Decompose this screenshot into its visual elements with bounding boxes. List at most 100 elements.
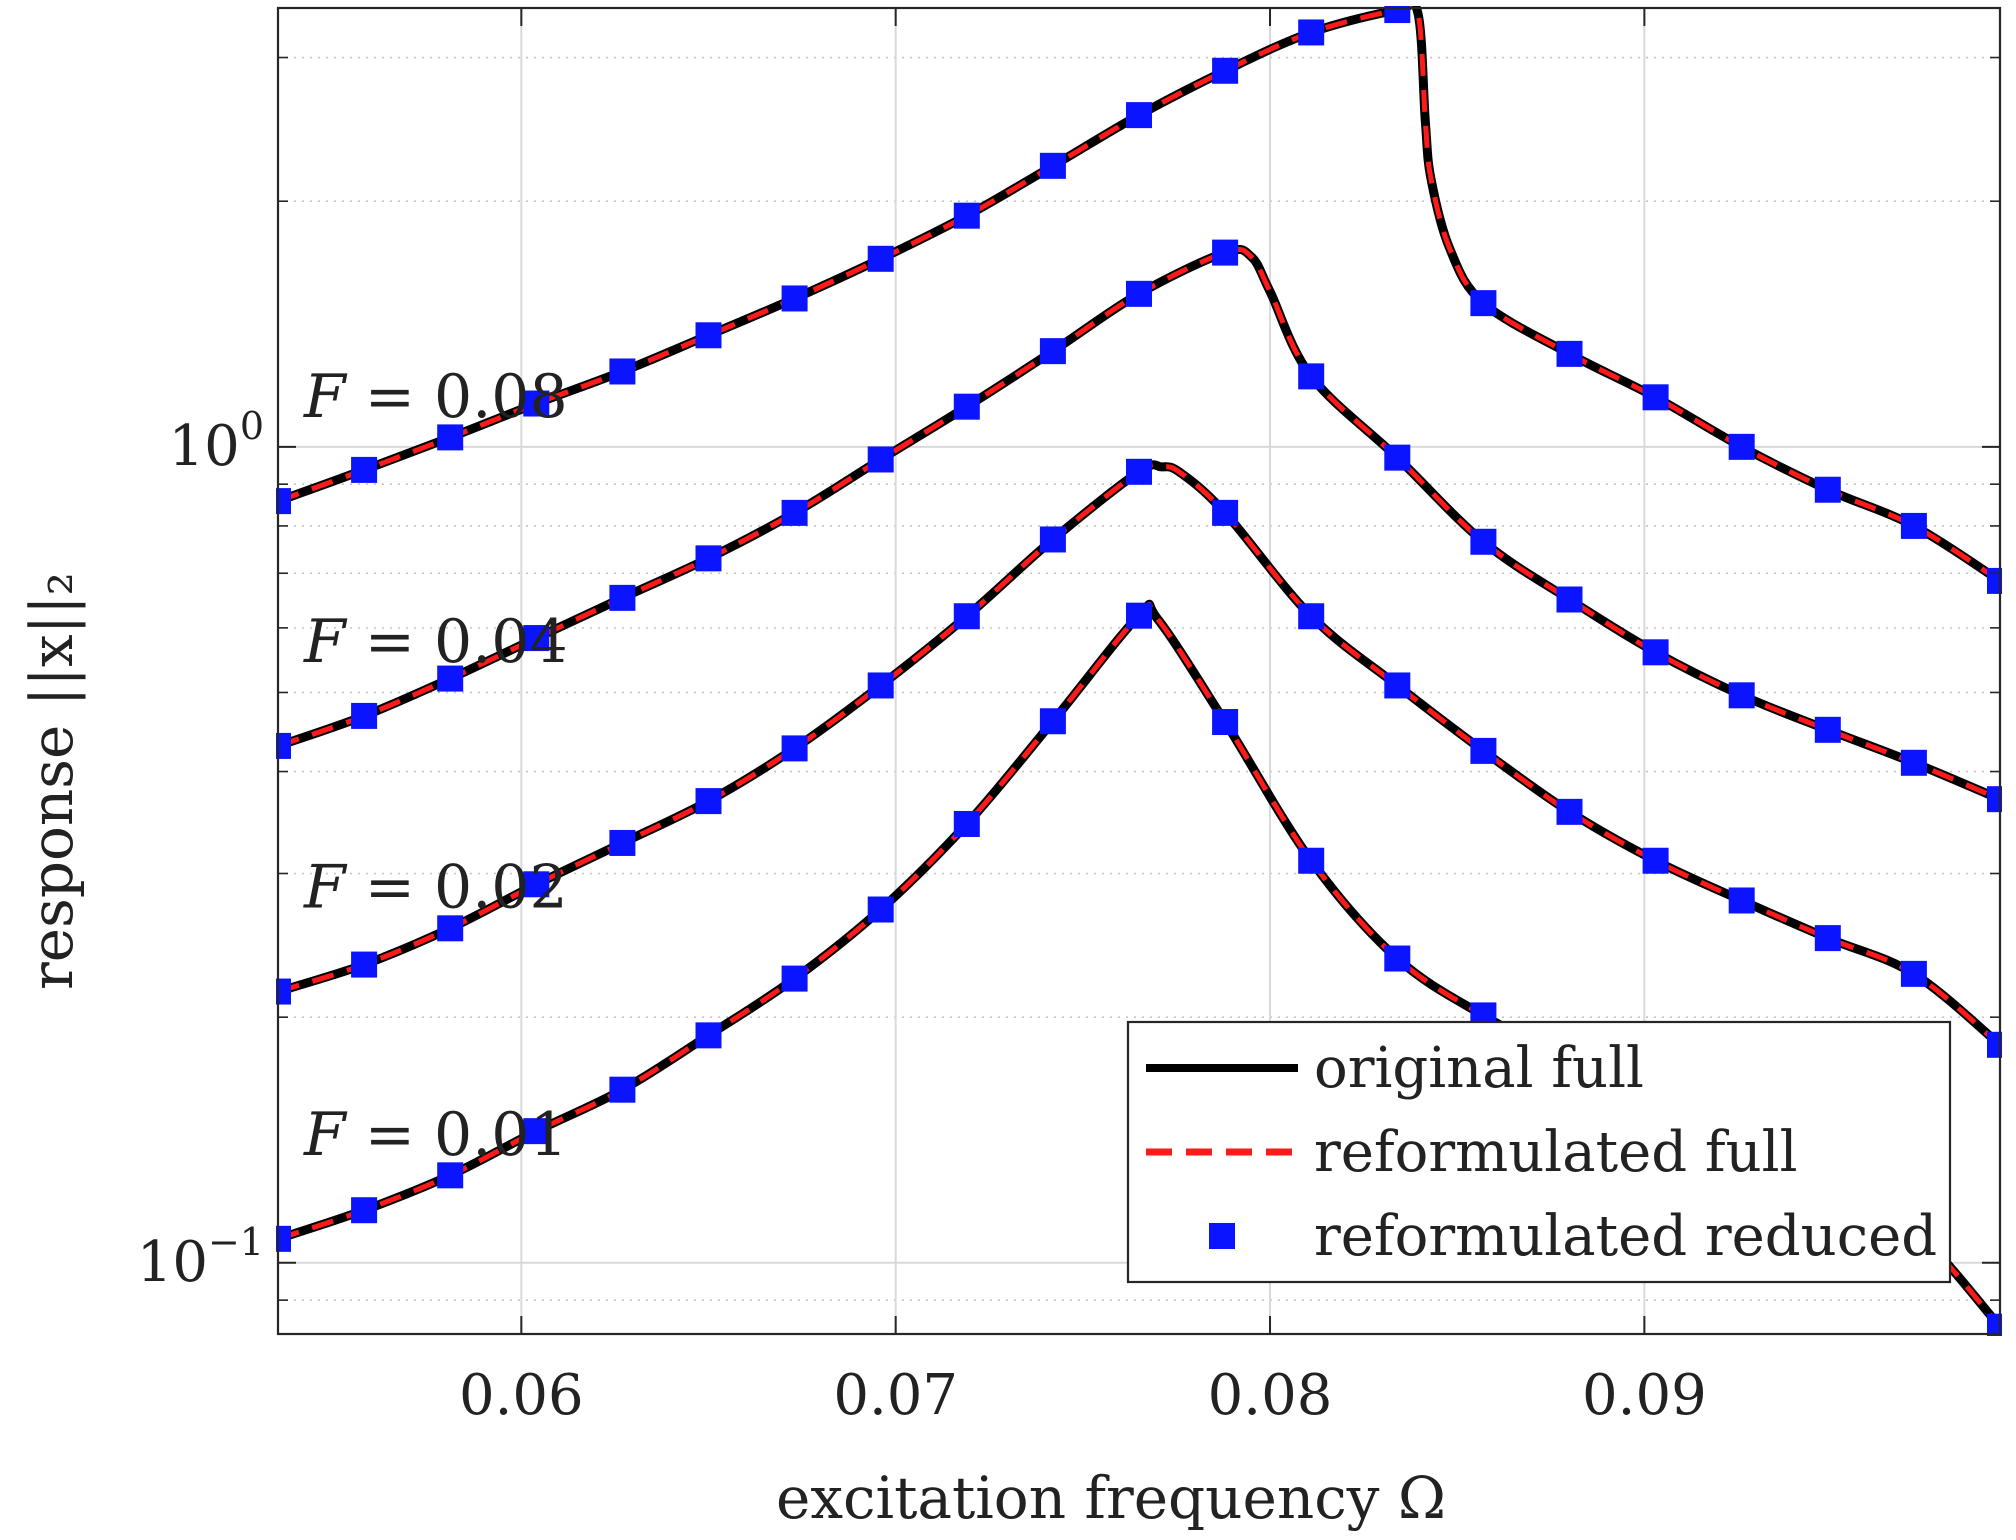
- reduced-marker: [1212, 57, 1239, 84]
- reduced-marker: [1987, 786, 2002, 813]
- reduced-marker: [1126, 280, 1152, 307]
- reduced-marker: [953, 603, 980, 630]
- reduced-marker: [609, 358, 636, 385]
- reduced-marker: [609, 829, 636, 856]
- reduced-marker: [1298, 363, 1325, 390]
- reduced-marker: [351, 456, 378, 483]
- reduced-marker: [1987, 1031, 2002, 1058]
- reduced-marker: [1039, 338, 1066, 365]
- reduced-marker: [1470, 528, 1497, 555]
- reduced-marker: [1814, 476, 1841, 503]
- series-2: [276, 458, 2002, 1058]
- reformulated-full-line: [277, 462, 2002, 1047]
- reduced-marker: [276, 732, 291, 759]
- y-axis-label: response ||x||₂: [18, 572, 86, 990]
- reduced-marker: [867, 896, 894, 923]
- plot-border: [276, 6, 2002, 1336]
- reduced-marker: [1039, 526, 1066, 553]
- reduced-marker: [1039, 708, 1066, 735]
- reduced-marker: [867, 245, 894, 272]
- reduced-marker: [1126, 102, 1152, 129]
- legend: original full reformulated full reformulat…: [1126, 1020, 1952, 1284]
- reduced-marker: [1298, 603, 1325, 630]
- reduced-marker: [1556, 798, 1583, 825]
- x-tick-label: 0.06: [459, 1363, 584, 1428]
- reduced-marker: [953, 810, 980, 837]
- reduced-marker: [1642, 639, 1669, 666]
- reduced-marker: [609, 584, 636, 611]
- reduced-marker: [276, 978, 291, 1005]
- y-tick-label: 10−1: [137, 1220, 264, 1295]
- reduced-marker: [523, 625, 550, 652]
- legend-label: reformulated full: [1314, 1120, 1798, 1185]
- axes-frame: 100 10−1 0.06 0.07 0.08 0.09: [137, 6, 2002, 1428]
- reduced-marker: [1900, 960, 1927, 987]
- reduced-marker: [1987, 1313, 2002, 1336]
- reduced-marker: [1900, 749, 1927, 776]
- reduced-marker: [1987, 567, 2002, 594]
- reduced-marker: [1126, 602, 1152, 629]
- reduced-marker: [1212, 709, 1239, 736]
- reduced-marker: [1298, 847, 1325, 874]
- reduced-marker: [867, 672, 894, 699]
- curve-label: F = 0.02: [303, 853, 568, 923]
- reduced-marker: [867, 446, 894, 473]
- reduced-marker: [276, 1225, 291, 1252]
- series-0: [276, 6, 2002, 594]
- legend-marker: [1209, 1223, 1235, 1249]
- reduced-marker: [1556, 340, 1583, 367]
- reduced-marker: [1384, 444, 1411, 471]
- reduced-marker: [1384, 6, 1411, 24]
- reduced-marker: [1298, 19, 1325, 46]
- reduced-marker: [351, 951, 378, 978]
- x-axis-label: excitation frequency Ω: [776, 1464, 1446, 1532]
- reduced-marker: [1642, 384, 1669, 411]
- y-tick-label: 100: [169, 404, 264, 479]
- reduced-marker: [953, 202, 980, 229]
- reduced-marker: [1814, 925, 1841, 952]
- x-tick-label: 0.09: [1582, 1363, 1707, 1428]
- reduced-marker: [695, 545, 722, 572]
- x-tick-label: 0.08: [1208, 1363, 1333, 1428]
- reduced-marker: [1470, 290, 1497, 317]
- reduced-marker: [351, 702, 378, 729]
- reduced-marker: [609, 1076, 636, 1103]
- reduced-marker: [437, 665, 464, 692]
- reduced-marker: [1384, 945, 1411, 972]
- curve-labels: F = 0.08 F = 0.04 F = 0.02 F = 0.01: [303, 362, 568, 1170]
- reduced-marker: [351, 1197, 378, 1224]
- reduced-marker: [1126, 458, 1152, 485]
- reduced-marker: [953, 393, 980, 420]
- reduced-marker: [437, 424, 464, 451]
- reduced-marker: [523, 390, 550, 417]
- series-1: [276, 239, 2002, 813]
- reduced-marker: [1728, 887, 1755, 914]
- reduced-marker: [781, 499, 808, 526]
- reduced-marker: [276, 488, 291, 515]
- reduced-marker: [1900, 512, 1927, 539]
- reduced-marker: [523, 871, 550, 898]
- reduced-marker: [781, 965, 808, 992]
- reduced-marker: [1470, 737, 1497, 764]
- reduced-marker: [1814, 716, 1841, 743]
- reduced-marker: [1039, 152, 1066, 179]
- reduced-marker: [781, 285, 808, 312]
- x-tick-label: 0.07: [833, 1363, 958, 1428]
- reduced-marker: [437, 915, 464, 942]
- reduced-marker: [1728, 433, 1755, 460]
- reduced-marker: [523, 1118, 550, 1145]
- curve-label: F = 0.04: [303, 607, 568, 677]
- reduced-marker: [695, 788, 722, 815]
- reduced-marker: [1556, 586, 1583, 613]
- reduced-marker: [695, 1022, 722, 1049]
- reduced-marker: [781, 735, 808, 762]
- legend-label: original full: [1314, 1036, 1644, 1101]
- reduced-marker: [1212, 239, 1239, 266]
- legend-label: reformulated reduced: [1314, 1204, 1937, 1269]
- reduced-marker: [1728, 682, 1755, 709]
- reduced-marker: [1212, 499, 1239, 526]
- reduced-marker: [1384, 672, 1411, 699]
- reduced-marker: [437, 1162, 464, 1189]
- curve-label: F = 0.08: [303, 362, 568, 432]
